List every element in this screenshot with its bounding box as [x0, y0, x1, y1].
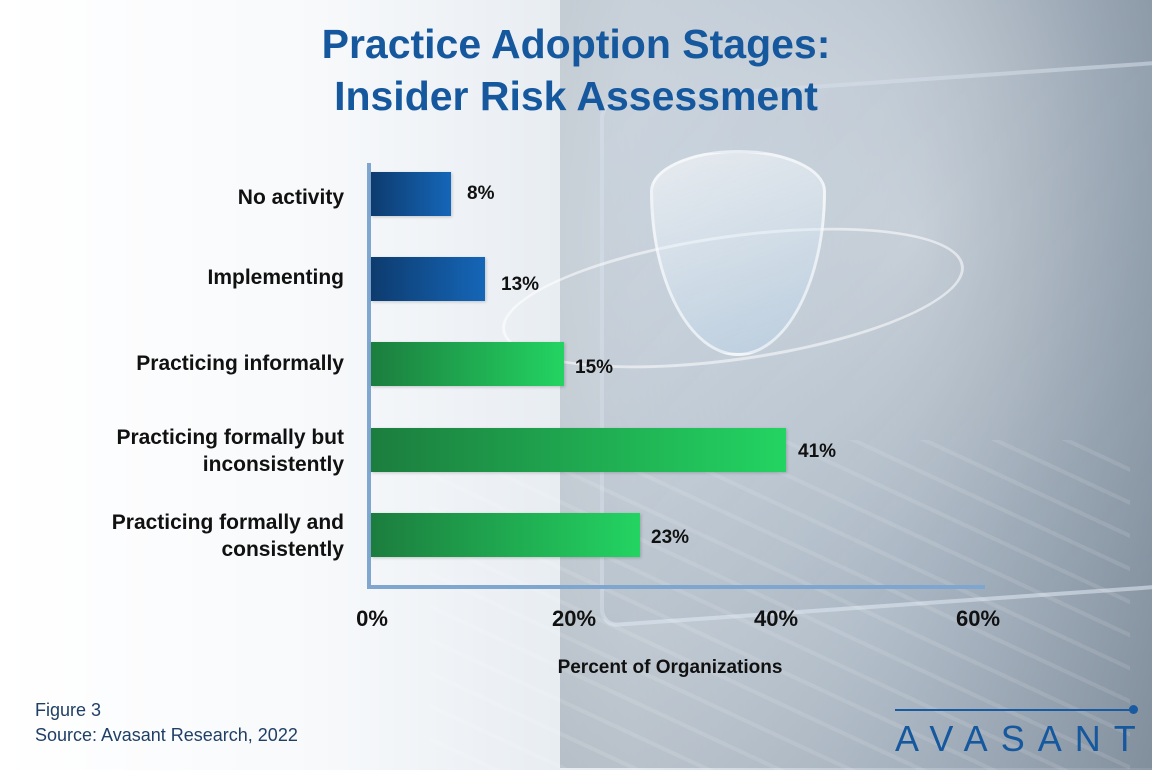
- bar-practicing-formally-inconsistently: [371, 428, 786, 472]
- chart-title-line2: Insider Risk Assessment: [334, 73, 818, 119]
- background-keyboard: [430, 440, 1130, 770]
- footnote: Figure 3 Source: Avasant Research, 2022: [35, 698, 298, 748]
- value-label: 41%: [798, 441, 837, 462]
- logo-dot: [1129, 705, 1138, 714]
- x-tick-label: 0%: [356, 606, 388, 631]
- figure-number: Figure 3: [35, 700, 102, 720]
- x-tick-label: 20%: [551, 606, 597, 631]
- logo-line: [895, 709, 1130, 711]
- category-label: Practicing formally but inconsistently: [116, 426, 344, 476]
- category-label: Implementing: [207, 266, 344, 289]
- bar-practicing-informally: [371, 342, 564, 386]
- value-label: 8%: [467, 183, 495, 204]
- bar-no-activity: [371, 172, 451, 216]
- value-label: 13%: [501, 274, 540, 295]
- source-text: Source: Avasant Research, 2022: [35, 725, 298, 745]
- x-tick-label: 40%: [753, 606, 799, 631]
- x-axis-title: Percent of Organizations: [557, 657, 783, 678]
- category-label: Practicing formally and consistently: [111, 511, 344, 561]
- category-label: No activity: [237, 186, 344, 209]
- x-axis-line: [367, 585, 985, 589]
- chart-title: Practice Adoption Stages: Insider Risk A…: [0, 18, 1152, 122]
- logo-text: AVASANT: [895, 718, 1149, 759]
- category-label: Practicing informally: [136, 352, 344, 375]
- avasant-logo: AVASANT: [895, 700, 1145, 760]
- value-label: 15%: [575, 357, 614, 378]
- x-tick-label: 60%: [955, 606, 1001, 631]
- value-label: 23%: [651, 527, 690, 548]
- bar-practicing-formally-consistently: [371, 513, 640, 557]
- bar-implementing: [371, 257, 485, 301]
- chart-title-line1: Practice Adoption Stages:: [321, 21, 831, 67]
- y-axis-line: [367, 163, 371, 588]
